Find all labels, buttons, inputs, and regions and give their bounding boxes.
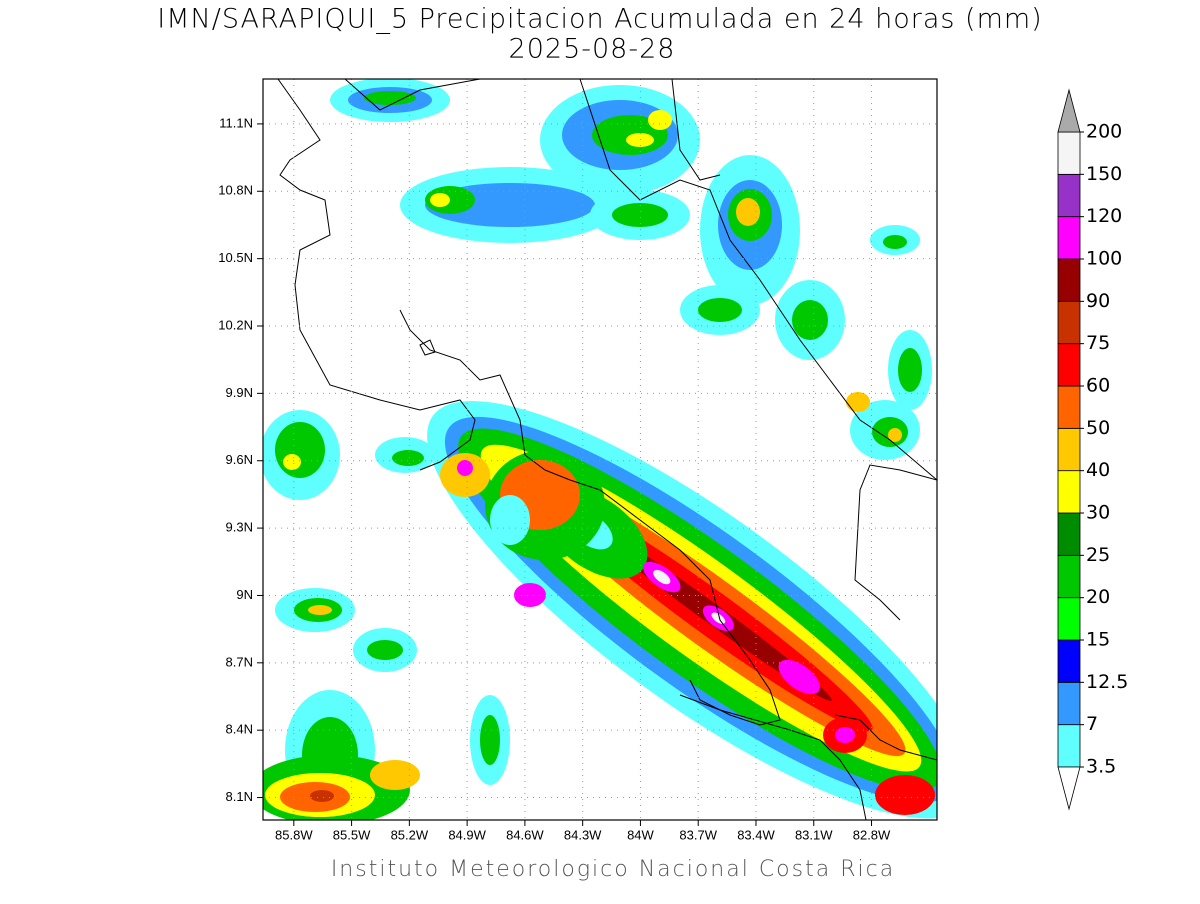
colorbar-label: 25	[1086, 544, 1110, 566]
colorbar-label: 20	[1086, 586, 1110, 608]
colorbar-box	[1057, 343, 1081, 387]
colorbar-box	[1057, 258, 1081, 302]
coastlines	[277, 79, 937, 820]
colorbar-box	[1057, 173, 1081, 218]
y-tick-label: 9.6N	[226, 452, 253, 467]
x-tick-label: 83.1W	[795, 827, 833, 842]
y-tick-label: 8.4N	[226, 722, 253, 737]
axes: 85.8W 85.5W 85.2W 84.9W 84.6W 84.3W 84W 83.7W 83…	[218, 115, 891, 842]
colorbar-label: 30	[1086, 502, 1110, 524]
title: IMN/SARAPIQUI_5 Precipitacion Acumulada …	[157, 4, 1042, 35]
colorbar-box	[1057, 554, 1081, 599]
precip-core	[514, 583, 546, 607]
colorbar-box	[1057, 512, 1081, 556]
grid	[263, 79, 937, 820]
x-tick-label: 85.8W	[275, 827, 313, 842]
colorbar-box	[1057, 385, 1081, 429]
colorbar-box	[1057, 470, 1081, 514]
y-tick-label: 9N	[236, 587, 253, 602]
colorbar: 3.5 7 12.5 15 20 25 30 40 50 60 75 90 100 120 150 200	[1057, 88, 1128, 811]
colorbar-label: 15	[1086, 629, 1110, 651]
colorbar-box	[1057, 131, 1081, 175]
x-tick-label: 83.7W	[679, 827, 717, 842]
y-tick-label: 11.1N	[219, 115, 253, 130]
colorbar-box	[1057, 216, 1081, 260]
colorbar-box	[1057, 300, 1081, 345]
x-tick-label: 84.9W	[448, 827, 486, 842]
colorbar-label: 40	[1086, 459, 1110, 481]
colorbar-label: 50	[1086, 417, 1110, 439]
colorbar-box	[1057, 427, 1081, 472]
precip-core	[875, 775, 935, 815]
colorbar-box	[1057, 597, 1081, 641]
colorbar-label: 75	[1086, 332, 1110, 354]
x-tick-label: 82.8W	[853, 827, 891, 842]
colorbar-label: 100	[1086, 248, 1122, 270]
y-tick-label: 10.2N	[218, 317, 253, 332]
colorbar-label: 150	[1086, 163, 1122, 185]
y-tick-label: 9.9N	[226, 385, 253, 400]
x-tick-label: 84.6W	[506, 827, 544, 842]
colorbar-over	[1057, 88, 1081, 133]
y-tick-label: 8.7N	[226, 654, 253, 669]
colorbar-label: 12.5	[1086, 671, 1128, 693]
colorbar-under	[1057, 766, 1081, 811]
x-tick-label: 84.3W	[564, 827, 602, 842]
x-tick-label: 85.2W	[391, 827, 429, 842]
subtitle: 2025-08-28	[509, 34, 676, 65]
precip-north	[330, 79, 932, 460]
colorbar-box	[1057, 639, 1081, 683]
colorbar-label: 7	[1086, 713, 1098, 735]
colorbar-label: 3.5	[1086, 756, 1116, 778]
precip-core	[490, 495, 530, 545]
y-tick-label: 10.5N	[218, 250, 253, 265]
y-tick-label: 10.8N	[218, 183, 253, 198]
colorbar-label: 60	[1086, 375, 1110, 397]
x-tick-label: 84W	[627, 827, 654, 842]
colorbar-label: 90	[1086, 290, 1110, 312]
y-tick-label: 9.3N	[226, 520, 253, 535]
x-tick-label: 83.4W	[737, 827, 775, 842]
colorbar-box	[1057, 724, 1081, 768]
colorbar-label: 120	[1086, 205, 1122, 227]
colorbar-label: 200	[1086, 121, 1122, 143]
y-tick-label: 8.1N	[226, 789, 253, 804]
footer: Instituto Meteorologico Nacional Costa R…	[331, 857, 895, 882]
precip-core	[457, 460, 473, 476]
colorbar-box	[1057, 681, 1081, 726]
plot-frame	[262, 78, 938, 821]
x-tick-label: 85.5W	[333, 827, 371, 842]
precip-west	[263, 410, 510, 820]
precip-core	[835, 727, 855, 743]
precipitation-field	[263, 79, 937, 820]
